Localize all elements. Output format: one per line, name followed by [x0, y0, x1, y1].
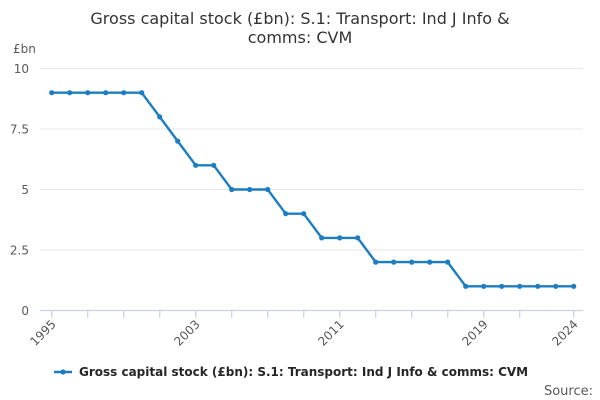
data-point-1995[interactable]	[49, 90, 55, 96]
y-tick-label: 10	[14, 62, 29, 76]
x-tick-label: 2003	[171, 317, 202, 348]
data-point-2014[interactable]	[391, 259, 397, 265]
data-point-2009[interactable]	[301, 211, 307, 217]
data-point-2016[interactable]	[427, 259, 433, 265]
legend[interactable]: Gross capital stock (£bn): S.1: Transpor…	[53, 364, 528, 380]
data-point-2022[interactable]	[535, 283, 541, 289]
data-point-1998[interactable]	[103, 90, 109, 96]
data-point-2023[interactable]	[553, 283, 559, 289]
data-point-2012[interactable]	[355, 235, 361, 241]
source-label: Source:	[543, 384, 593, 399]
data-point-2020[interactable]	[499, 283, 505, 289]
y-axis-unit-label: £bn	[13, 42, 36, 56]
data-point-2021[interactable]	[517, 283, 523, 289]
data-point-1997[interactable]	[85, 90, 91, 96]
data-point-2024[interactable]	[571, 283, 577, 289]
data-point-2007[interactable]	[265, 186, 271, 193]
data-point-2008[interactable]	[283, 211, 289, 217]
data-point-1996[interactable]	[67, 90, 73, 96]
legend-series-label: Gross capital stock (£bn): S.1: Transpor…	[79, 365, 529, 379]
chart-title-line1: Gross capital stock (£bn): S.1: Transpor…	[90, 9, 510, 28]
x-tick-label: 2019	[459, 317, 490, 348]
data-point-2015[interactable]	[409, 259, 415, 265]
y-tick-label: 5	[21, 183, 29, 197]
x-tick-label: 1995	[27, 317, 58, 348]
data-point-2001[interactable]	[157, 114, 163, 120]
data-point-2018[interactable]	[463, 283, 469, 289]
data-point-2004[interactable]	[211, 162, 217, 168]
y-tick-label: 0	[21, 304, 29, 318]
data-point-2002[interactable]	[175, 138, 181, 144]
data-point-2005[interactable]	[229, 186, 235, 193]
data-point-2000[interactable]	[139, 90, 145, 96]
y-tick-label: 7.5	[10, 123, 29, 137]
legend-line-marker-icon	[54, 369, 72, 375]
data-point-1999[interactable]	[121, 90, 127, 96]
x-tick-label: 2011	[315, 317, 346, 348]
data-point-2010[interactable]	[319, 235, 325, 241]
data-point-2003[interactable]	[193, 162, 199, 168]
data-point-2017[interactable]	[445, 259, 451, 265]
series-line[interactable]	[51, 91, 574, 288]
data-point-2019[interactable]	[481, 283, 487, 289]
chart-title: Gross capital stock (£bn): S.1: Transpor…	[0, 9, 600, 47]
data-point-2013[interactable]	[373, 259, 379, 265]
chart-title-line2: comms: CVM	[247, 28, 353, 47]
y-tick-label: 2.5	[10, 244, 29, 258]
data-point-2011[interactable]	[337, 235, 343, 241]
data-point-2006[interactable]	[247, 186, 253, 193]
x-tick-label: 2024	[549, 317, 580, 348]
